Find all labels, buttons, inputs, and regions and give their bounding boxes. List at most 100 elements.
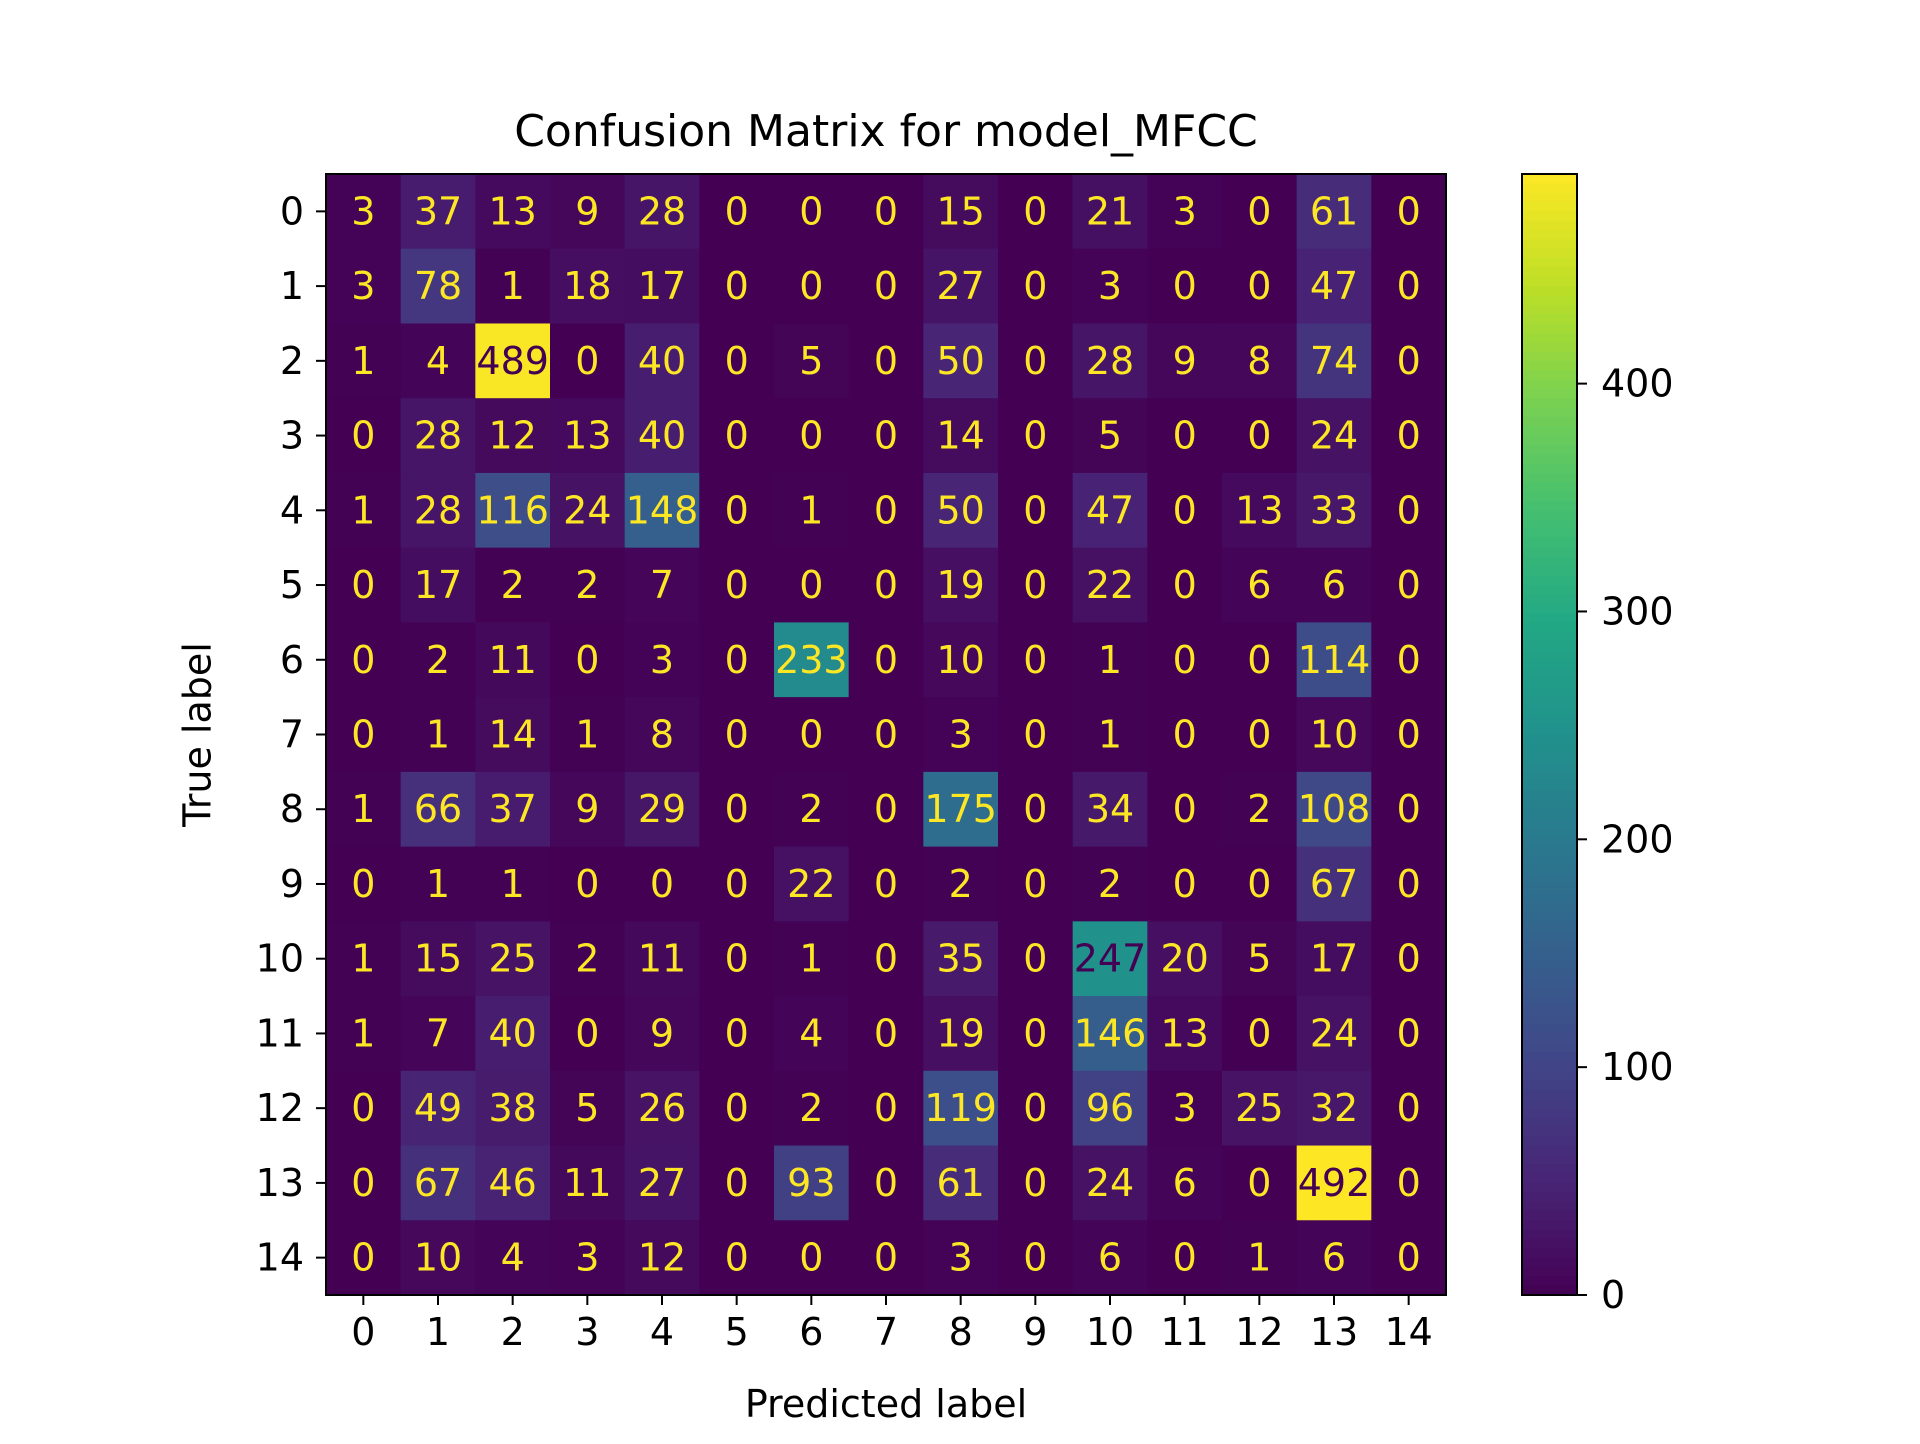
cell-r2-c13 bbox=[1296, 323, 1372, 399]
colorbar-segment bbox=[1522, 706, 1577, 717]
x-tick-label: 9 bbox=[1023, 1310, 1047, 1354]
x-tick-label: 6 bbox=[799, 1310, 823, 1354]
cell-r11-c0 bbox=[326, 996, 402, 1072]
cell-value-r12-c10: 96 bbox=[1086, 1086, 1134, 1130]
cell-value-r2-c6: 5 bbox=[799, 339, 823, 383]
cell-value-r10-c0: 1 bbox=[351, 937, 375, 981]
colorbar-segment bbox=[1522, 1154, 1577, 1165]
colorbar-segment bbox=[1522, 1126, 1577, 1137]
colorbar-tick-label: 300 bbox=[1601, 589, 1674, 633]
cell-value-r6-c10: 1 bbox=[1098, 638, 1122, 682]
cell-value-r10-c2: 25 bbox=[488, 937, 536, 981]
colorbar-segment bbox=[1522, 1117, 1577, 1128]
cell-r2-c14 bbox=[1371, 323, 1447, 399]
colorbar-segment bbox=[1522, 622, 1577, 633]
cell-r13-c7 bbox=[848, 1145, 924, 1221]
cell-value-r14-c6: 0 bbox=[799, 1236, 823, 1280]
colorbar-segment bbox=[1522, 398, 1577, 409]
cell-r11-c12 bbox=[1222, 996, 1298, 1072]
cell-value-r14-c8: 3 bbox=[949, 1236, 973, 1280]
cell-value-r2-c10: 28 bbox=[1086, 339, 1134, 383]
cell-r11-c10 bbox=[1072, 996, 1148, 1072]
cell-value-r10-c13: 17 bbox=[1310, 937, 1358, 981]
cell-r13-c2 bbox=[475, 1145, 551, 1221]
y-tick-label: 1 bbox=[280, 264, 304, 308]
cell-value-r9-c0: 0 bbox=[351, 862, 375, 906]
cell-value-r8-c3: 9 bbox=[575, 787, 599, 831]
cell-value-r2-c8: 50 bbox=[936, 339, 984, 383]
cell-r13-c5 bbox=[699, 1145, 775, 1221]
colorbar-segment bbox=[1522, 1229, 1577, 1240]
cell-value-r3-c7: 0 bbox=[874, 414, 898, 458]
cell-value-r2-c9: 0 bbox=[1023, 339, 1047, 383]
colorbar-segment bbox=[1522, 930, 1577, 941]
cell-r6-c3 bbox=[550, 622, 626, 698]
cell-value-r2-c3: 0 bbox=[575, 339, 599, 383]
cell-r9-c4 bbox=[624, 846, 700, 922]
colorbar-segment bbox=[1522, 248, 1577, 259]
cell-r6-c2 bbox=[475, 622, 551, 698]
cell-value-r6-c0: 0 bbox=[351, 638, 375, 682]
cell-r4-c10 bbox=[1072, 472, 1148, 549]
cell-r12-c6 bbox=[774, 1070, 850, 1147]
colorbar-segment bbox=[1522, 678, 1577, 689]
cell-value-r14-c4: 12 bbox=[638, 1236, 686, 1280]
cell-value-r10-c14: 0 bbox=[1397, 937, 1421, 981]
cell-value-r8-c13: 108 bbox=[1298, 787, 1371, 831]
colorbar-segment bbox=[1522, 1108, 1577, 1119]
cell-r14-c2 bbox=[475, 1220, 551, 1296]
colorbar-tick-label: 200 bbox=[1601, 817, 1674, 861]
cell-r7-c8 bbox=[923, 697, 999, 773]
cell-r5-c13 bbox=[1296, 547, 1372, 623]
cell-value-r2-c2: 489 bbox=[476, 339, 549, 383]
cell-r6-c8 bbox=[923, 622, 999, 698]
cell-value-r4-c14: 0 bbox=[1397, 488, 1421, 532]
colorbar-segment bbox=[1522, 1220, 1577, 1231]
cell-value-r0-c14: 0 bbox=[1397, 189, 1421, 233]
cell-value-r0-c6: 0 bbox=[799, 189, 823, 233]
cell-value-r8-c4: 29 bbox=[638, 787, 686, 831]
cell-r10-c12 bbox=[1222, 921, 1298, 997]
cell-value-r4-c8: 50 bbox=[936, 488, 984, 532]
colorbar-segment bbox=[1522, 949, 1577, 960]
cell-value-r2-c13: 74 bbox=[1310, 339, 1358, 383]
colorbar-segment bbox=[1522, 1266, 1577, 1277]
cell-value-r1-c7: 0 bbox=[874, 264, 898, 308]
cell-value-r11-c12: 0 bbox=[1247, 1011, 1271, 1055]
colorbar-segment bbox=[1522, 557, 1577, 567]
cell-value-r12-c14: 0 bbox=[1397, 1086, 1421, 1130]
cell-r9-c10 bbox=[1072, 846, 1148, 922]
colorbar: 0 100 200 300 400 bbox=[1521, 173, 1674, 1317]
colorbar-segment bbox=[1522, 1276, 1577, 1287]
cell-value-r13-c14: 0 bbox=[1397, 1161, 1421, 1205]
cell-r2-c11 bbox=[1147, 323, 1223, 399]
colorbar-segment bbox=[1522, 977, 1577, 988]
cell-value-r9-c6: 22 bbox=[787, 862, 835, 906]
cell-r3-c6 bbox=[774, 398, 850, 474]
cell-value-r1-c0: 3 bbox=[351, 264, 375, 308]
cell-r14-c13 bbox=[1296, 1220, 1372, 1296]
cell-value-r9-c2: 1 bbox=[501, 862, 525, 906]
colorbar-segment bbox=[1522, 687, 1577, 698]
cell-value-r9-c4: 0 bbox=[650, 862, 674, 906]
cell-r8-c14 bbox=[1371, 771, 1447, 848]
cell-r2-c10 bbox=[1072, 323, 1148, 399]
cell-r8-c2 bbox=[475, 771, 551, 848]
cell-value-r12-c4: 26 bbox=[638, 1086, 686, 1130]
colorbar-segment bbox=[1522, 669, 1577, 680]
cell-r3-c9 bbox=[998, 398, 1074, 474]
cell-r0-c5 bbox=[699, 174, 775, 250]
cell-value-r14-c12: 1 bbox=[1247, 1236, 1271, 1280]
colorbar-segment bbox=[1522, 1164, 1577, 1175]
cell-value-r13-c5: 0 bbox=[725, 1161, 749, 1205]
colorbar-segment bbox=[1522, 1248, 1577, 1259]
cell-r5-c4 bbox=[624, 547, 700, 623]
cell-value-r10-c4: 11 bbox=[638, 937, 686, 981]
cell-r12-c4 bbox=[624, 1070, 700, 1147]
cell-value-r1-c9: 0 bbox=[1023, 264, 1047, 308]
y-tick-label: 4 bbox=[280, 488, 304, 532]
cell-r8-c6 bbox=[774, 771, 850, 848]
cell-value-r1-c4: 17 bbox=[638, 264, 686, 308]
cell-value-r1-c11: 0 bbox=[1173, 264, 1197, 308]
cell-value-r12-c1: 49 bbox=[414, 1086, 462, 1130]
